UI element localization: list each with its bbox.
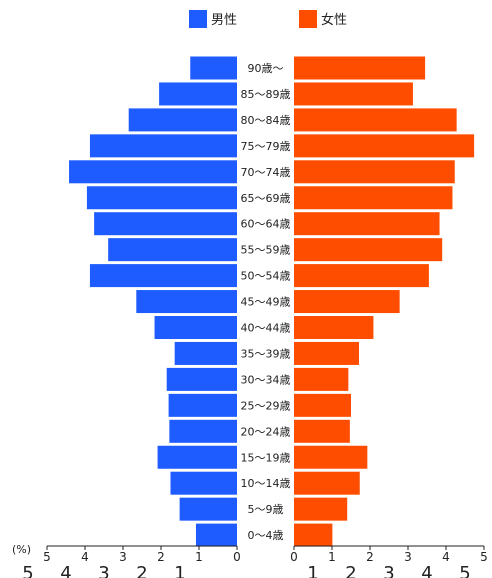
- female-x-tick-label-large: 1: [307, 563, 318, 578]
- male-bar: [89, 264, 237, 288]
- male-bar: [190, 56, 237, 80]
- female-x-tick-label: 5: [480, 550, 488, 564]
- male-x-tick-label-large: 4: [60, 563, 71, 578]
- male-bar: [69, 160, 237, 184]
- male-x-tick-label-large: 1: [174, 563, 185, 578]
- age-group-label: 80〜84歳: [241, 114, 291, 127]
- female-bar: [294, 523, 333, 547]
- male-bar: [195, 523, 237, 547]
- male-bar: [179, 497, 237, 521]
- male-bar: [86, 186, 238, 210]
- male-bar: [89, 134, 237, 158]
- female-bar: [294, 367, 349, 391]
- male-bars: [69, 56, 238, 547]
- male-bar: [108, 238, 238, 262]
- male-x-tick-label: 0: [233, 550, 241, 564]
- male-bar: [154, 316, 237, 339]
- male-bar: [157, 445, 237, 469]
- age-group-label: 45〜49歳: [241, 296, 291, 309]
- female-x-tick-label-large: 4: [421, 563, 432, 578]
- female-bar: [294, 316, 374, 339]
- male-bar: [136, 290, 237, 314]
- female-bar: [294, 134, 475, 158]
- female-bars: [294, 56, 475, 547]
- age-group-label: 55〜59歳: [241, 244, 291, 257]
- male-x-tick-label-large: 5: [22, 563, 33, 578]
- female-x-tick-label: 4: [442, 550, 450, 564]
- female-bar: [294, 419, 350, 443]
- age-group-label: 90歳〜: [248, 62, 284, 75]
- female-bar: [294, 160, 455, 184]
- male-bar: [174, 341, 237, 365]
- female-bar: [294, 341, 359, 365]
- age-group-label: 65〜69歳: [241, 192, 291, 205]
- legend-label-female: 女性: [321, 12, 347, 28]
- age-group-label: 75〜79歳: [241, 140, 291, 153]
- female-x-tick-label: 2: [366, 550, 374, 564]
- female-x-tick-label-large: 2: [345, 563, 356, 578]
- female-bar: [294, 471, 360, 495]
- unit-label: (%): [12, 543, 31, 556]
- age-group-label: 25〜29歳: [241, 399, 291, 412]
- female-bar: [294, 108, 457, 132]
- male-bar: [166, 367, 237, 391]
- male-x-tick-label: 5: [43, 550, 51, 564]
- age-group-label: 60〜64歳: [241, 218, 291, 231]
- age-group-labels: 0〜4歳 5〜9歳 10〜14歳 15〜19歳 20〜24歳 25〜29歳 30〜34歳 35…: [241, 62, 291, 542]
- female-x-tick-label-large: 3: [383, 563, 394, 578]
- x-axes: 0 01 11 12 22 23 33 34 44 45 55 5: [22, 545, 488, 578]
- male-bar: [170, 471, 237, 495]
- age-group-label: 5〜9歳: [248, 503, 284, 516]
- age-group-label: 50〜54歳: [241, 270, 291, 283]
- female-bar: [294, 238, 443, 262]
- age-group-label: 10〜14歳: [241, 477, 291, 490]
- male-x-tick-label: 2: [157, 550, 165, 564]
- age-group-label: 85〜89歳: [241, 88, 291, 101]
- female-bar: [294, 264, 429, 288]
- age-group-label: 70〜74歳: [241, 166, 291, 179]
- male-bar: [168, 393, 237, 417]
- age-group-label: 35〜39歳: [241, 347, 291, 360]
- age-group-label: 15〜19歳: [241, 451, 291, 464]
- male-x-tick-label: 3: [119, 550, 127, 564]
- legend-swatch-male: [189, 10, 207, 28]
- male-x-tick-label: 1: [195, 550, 203, 564]
- female-x-tick-label: 3: [404, 550, 412, 564]
- female-x-tick-label: 0: [290, 550, 298, 564]
- male-x-tick-label: 4: [81, 550, 89, 564]
- female-bar: [294, 56, 426, 80]
- legend-swatch-female: [299, 10, 317, 28]
- age-group-label: 20〜24歳: [241, 425, 291, 438]
- female-bar: [294, 290, 400, 314]
- age-group-label: 0〜4歳: [248, 529, 284, 542]
- male-bar: [128, 108, 237, 132]
- female-bar: [294, 186, 453, 210]
- female-bar: [294, 497, 348, 521]
- male-x-tick-label-large: 3: [98, 563, 109, 578]
- legend-label-male: 男性: [211, 13, 237, 28]
- female-bar: [294, 212, 440, 236]
- female-x-tick-label: 1: [328, 550, 336, 564]
- male-bar: [159, 82, 237, 106]
- legend: 男性 女性: [189, 10, 347, 28]
- female-x-tick-label-large: 5: [459, 563, 470, 578]
- age-group-label: 40〜44歳: [241, 322, 291, 335]
- female-bar: [294, 393, 351, 417]
- age-group-label: 30〜34歳: [241, 373, 291, 386]
- male-bar: [169, 419, 237, 443]
- male-x-tick-label-large: 2: [136, 563, 147, 578]
- female-bar: [294, 445, 368, 469]
- male-bar: [94, 212, 238, 236]
- female-bar: [294, 82, 413, 106]
